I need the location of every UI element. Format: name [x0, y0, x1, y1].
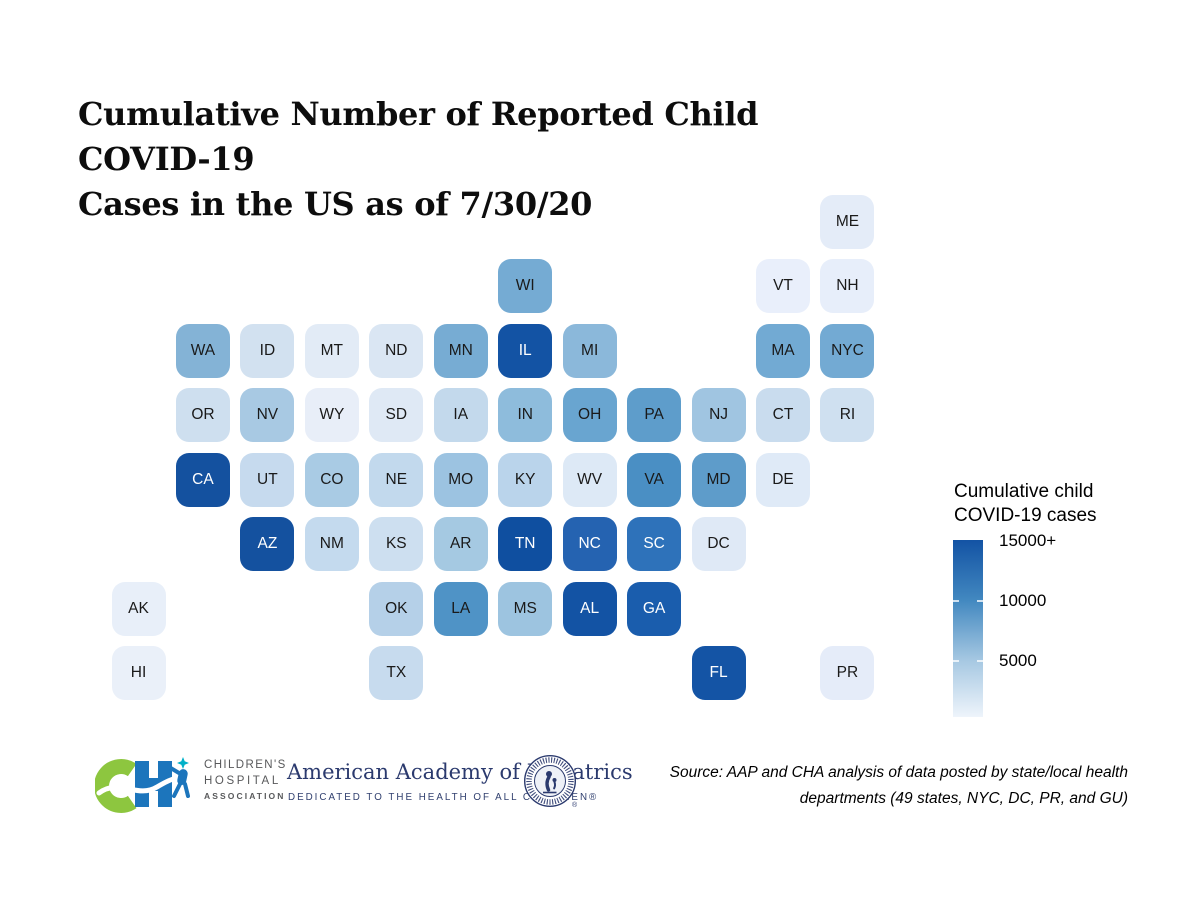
colorbar-tick-mark: [977, 600, 983, 602]
state-tile-nj: NJ: [691, 388, 746, 443]
cha-text-line3: ASSOCIATION: [204, 791, 286, 801]
aap-seal-icon: ®: [524, 755, 578, 809]
state-tile-nm: NM: [304, 517, 359, 572]
state-tile-me: ME: [820, 195, 875, 249]
legend-tick-15000: 15000+: [999, 531, 1057, 550]
state-tile-ms: MS: [498, 581, 553, 636]
state-tile-ct: CT: [756, 388, 810, 443]
state-tile-ga: GA: [627, 581, 682, 636]
page-title-line1: Cumulative Number of Reported Child COVI…: [78, 95, 759, 178]
state-tile-oh: OH: [562, 388, 617, 443]
state-tile-nyc: NYC: [820, 323, 875, 378]
cha-text-line2: HOSPITAL: [204, 775, 281, 787]
legend-title: Cumulative child COVID-19 cases: [954, 480, 1097, 528]
state-tile-ks: KS: [369, 517, 424, 572]
legend-title-line2: COVID-19 cases: [954, 505, 1097, 526]
state-tile-pa: PA: [627, 388, 682, 443]
state-tile-de: DE: [756, 452, 810, 507]
state-tile-ak: AK: [111, 581, 166, 636]
state-tile-ne: NE: [369, 452, 424, 507]
state-tile-sd: SD: [369, 388, 424, 443]
state-tile-in: IN: [498, 388, 553, 443]
state-tile-fl: FL: [691, 646, 746, 701]
state-tile-ri: RI: [820, 388, 875, 443]
legend-tick-10000: 10000: [999, 591, 1047, 610]
source-note-line2: departments (49 states, NYC, DC, PR, and…: [799, 789, 1128, 807]
legend-title-line1: Cumulative child: [954, 481, 1094, 502]
state-tile-wi: WI: [498, 259, 553, 314]
state-tile-vt: VT: [756, 259, 810, 314]
colorbar-tick-mark: [953, 660, 959, 662]
state-tile-pr: PR: [820, 646, 875, 701]
state-tile-mo: MO: [433, 452, 488, 507]
state-tile-la: LA: [433, 581, 488, 636]
state-tile-dc: DC: [691, 517, 746, 572]
state-tile-ma: MA: [756, 323, 810, 378]
state-tile-va: VA: [627, 452, 682, 507]
state-tile-nc: NC: [562, 517, 617, 572]
state-tile-id: ID: [240, 323, 295, 378]
state-tile-nh: NH: [820, 259, 875, 314]
cha-logo-text: CHILDREN'S HOSPITAL ASSOCIATION: [204, 757, 287, 804]
state-tile-tx: TX: [369, 646, 424, 701]
state-tile-md: MD: [691, 452, 746, 507]
state-tile-az: AZ: [240, 517, 295, 572]
page-title-line2: Cases in the US as of 7/30/20: [78, 185, 593, 223]
legend-colorbar: [953, 540, 983, 717]
cha-logo-icon: [95, 757, 195, 813]
state-tile-ca: CA: [175, 452, 230, 507]
state-tile-nv: NV: [240, 388, 295, 443]
state-tile-il: IL: [498, 323, 553, 378]
state-tile-tn: TN: [498, 517, 553, 572]
state-tile-al: AL: [562, 581, 617, 636]
state-tile-or: OR: [175, 388, 230, 443]
colorbar-tick-mark: [953, 600, 959, 602]
state-tile-ky: KY: [498, 452, 553, 507]
state-tile-ar: AR: [433, 517, 488, 572]
state-tile-sc: SC: [627, 517, 682, 572]
source-note-line1: Source: AAP and CHA analysis of data pos…: [669, 764, 1128, 781]
state-tile-ut: UT: [240, 452, 295, 507]
state-tile-hi: HI: [111, 646, 166, 701]
state-tile-mt: MT: [304, 323, 359, 378]
state-tile-ia: IA: [433, 388, 488, 443]
state-tile-ok: OK: [369, 581, 424, 636]
state-tile-wy: WY: [304, 388, 359, 443]
source-note: Source: AAP and CHA analysis of data pos…: [588, 760, 1128, 811]
aap-logo-tagline: DEDICATED TO THE HEALTH OF ALL CHILDREN®: [288, 792, 599, 803]
state-tile-mi: MI: [562, 323, 617, 378]
cha-text-line1: CHILDREN'S: [204, 759, 287, 771]
state-tile-wa: WA: [175, 323, 230, 378]
aap-logo-name: American Academy of Pediatrics: [287, 760, 633, 784]
page-title: Cumulative Number of Reported Child COVI…: [78, 92, 838, 227]
svg-text:®: ®: [572, 801, 578, 809]
state-tile-co: CO: [304, 452, 359, 507]
legend-tick-5000: 5000: [999, 651, 1037, 670]
state-tile-mn: MN: [433, 323, 488, 378]
colorbar-tick-mark: [977, 660, 983, 662]
state-tile-nd: ND: [369, 323, 424, 378]
state-tile-wv: WV: [562, 452, 617, 507]
